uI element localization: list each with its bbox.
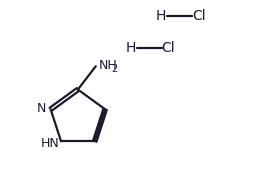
Text: N: N [37, 102, 46, 115]
Text: HN: HN [40, 137, 59, 150]
Text: H: H [156, 9, 166, 23]
Text: H: H [125, 41, 136, 55]
Text: 2: 2 [111, 64, 118, 74]
Text: Cl: Cl [162, 41, 175, 55]
Text: NH: NH [99, 59, 117, 72]
Text: Cl: Cl [192, 9, 206, 23]
